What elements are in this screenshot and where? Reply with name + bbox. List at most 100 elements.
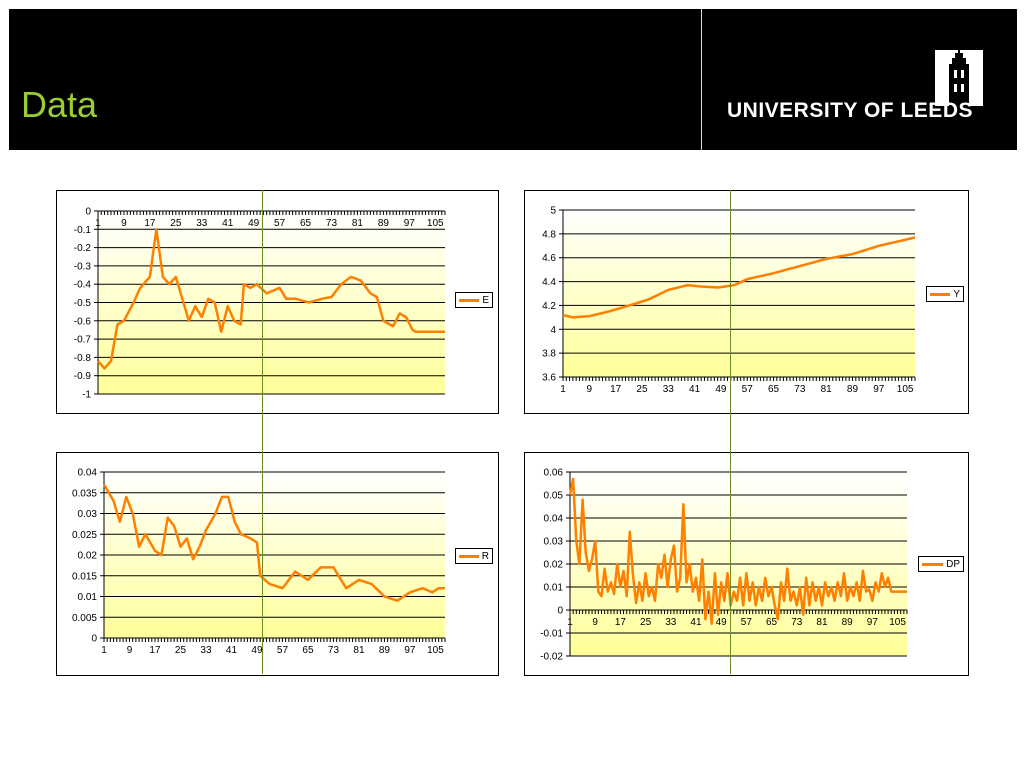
series-line-Y <box>562 236 916 319</box>
legend-swatch <box>922 562 944 566</box>
x-tick-label: 17 <box>144 218 156 229</box>
legend-swatch <box>459 554 479 558</box>
y-tick-label: 4.8 <box>542 229 556 240</box>
x-tick-label: 97 <box>873 384 885 395</box>
university-logo-text: UNIVERSITY OF LEEDS <box>727 99 973 122</box>
chart-R-svg: 0.04 0.035 0.03 0.025 0.02 0.015 0.01 0.005 01 9 1… <box>72 468 446 656</box>
legend-R: R <box>455 548 493 564</box>
x-tick-label: 41 <box>226 645 238 656</box>
x-tick-label: 25 <box>170 218 182 229</box>
y-tick-label: -0.7 <box>74 335 92 346</box>
y-tick-label: 0.025 <box>72 530 97 541</box>
x-tick-label: 89 <box>379 645 391 656</box>
x-tick-label: 33 <box>665 617 677 628</box>
y-tick-label: 0.01 <box>544 583 564 594</box>
x-tick-label: 57 <box>742 384 754 395</box>
chart-E: 0 -0.1 -0.2 -0.3 -0.4 -0.5 -0.6 -0.7 -0.8 -0.9 -1 1… <box>56 190 499 414</box>
x-tick-label: 105 <box>889 617 906 628</box>
chart-R: 0.04 0.035 0.03 0.025 0.02 0.015 0.01 0.005 0 1 9 1… <box>56 452 499 676</box>
x-tick-label: 41 <box>222 218 234 229</box>
y-tick-label: 3.6 <box>542 373 556 384</box>
y-tick-label: 0.02 <box>78 551 98 562</box>
x-tick-label: 105 <box>427 218 444 229</box>
x-tick-label: 9 <box>127 645 133 656</box>
x-tick-label: 25 <box>636 384 648 395</box>
y-tick-label: -0.5 <box>74 298 92 309</box>
chart-Y: 5 4.8 4.6 4.4 4.2 4 3.8 3.6 1 9 17 25 33 41 49 57 65 73 81… <box>524 190 969 414</box>
y-tick-label: 4.6 <box>542 253 556 264</box>
legend-label: R <box>481 550 489 562</box>
y-tick-label: 3.8 <box>542 349 556 360</box>
x-tick-label: 41 <box>690 617 702 628</box>
x-tick-label: 9 <box>592 617 598 628</box>
university-tower-logo-icon <box>935 50 983 106</box>
x-tick-label: 81 <box>821 384 833 395</box>
x-tick-label: 25 <box>175 645 187 656</box>
x-tick-label: 65 <box>302 645 314 656</box>
x-tick-label: 81 <box>352 218 364 229</box>
slide-header: Data UNIVERSITY OF LEEDS <box>9 9 1017 150</box>
x-tick-label: 25 <box>640 617 652 628</box>
x-tick-label: 17 <box>149 645 161 656</box>
x-tick-label: 65 <box>768 384 780 395</box>
series-line-DP <box>568 477 907 626</box>
y-tick-label: -0.3 <box>74 261 92 272</box>
x-tick-label: 17 <box>615 617 627 628</box>
x-tick-label: 81 <box>353 645 365 656</box>
legend-Y: Y <box>926 286 964 302</box>
x-tick-label: 105 <box>897 384 914 395</box>
x-tick-label: 105 <box>427 645 444 656</box>
x-tick-label: 1 <box>560 384 566 395</box>
reference-line-right <box>730 190 731 674</box>
chart-Y-svg: 5 4.8 4.6 4.4 4.2 4 3.8 3.6 1 9 17 25 33 41 49 57 65 73 81… <box>542 206 916 395</box>
y-tick-label: 0.03 <box>78 509 98 520</box>
y-tick-label: 0.02 <box>544 560 564 571</box>
x-tick-label: 89 <box>847 384 859 395</box>
y-tick-label: 0.01 <box>78 592 98 603</box>
chart-DP: 0.06 0.05 0.04 0.03 0.02 0.01 0 -0.01 -0.02 1 9 17 2… <box>524 452 969 676</box>
x-tick-label: 97 <box>404 645 416 656</box>
y-tick-label: 0.06 <box>544 468 564 479</box>
x-tick-label: 65 <box>300 218 312 229</box>
y-tick-label: 4.2 <box>542 301 556 312</box>
x-tick-label: 49 <box>248 218 260 229</box>
x-tick-label: 17 <box>610 384 622 395</box>
legend-swatch <box>930 292 951 296</box>
x-tick-label: 97 <box>867 617 879 628</box>
y-tick-label: 5 <box>550 206 556 217</box>
y-tick-label: -0.01 <box>540 629 563 640</box>
legend-swatch <box>459 298 480 302</box>
y-tick-label: -0.8 <box>74 353 92 364</box>
legend-label: DP <box>946 558 960 570</box>
y-tick-label: 0.05 <box>544 491 564 502</box>
x-tick-label: 49 <box>716 617 728 628</box>
legend-DP: DP <box>918 556 964 572</box>
y-tick-label: 0.04 <box>78 468 98 479</box>
x-tick-label: 9 <box>587 384 593 395</box>
x-tick-label: 81 <box>816 617 828 628</box>
plot-area <box>563 210 915 377</box>
legend-label: Y <box>953 288 960 300</box>
slide-title: Data <box>21 84 98 125</box>
y-tick-label: 0 <box>91 634 97 645</box>
x-tick-label: 33 <box>196 218 208 229</box>
series-line-E <box>97 228 445 370</box>
y-tick-label: 0.015 <box>72 571 97 582</box>
x-tick-label: 33 <box>200 645 212 656</box>
legend-E: E <box>455 292 493 308</box>
x-tick-label: 1 <box>95 218 101 229</box>
x-tick-label: 1 <box>567 617 573 628</box>
reference-line-left <box>262 190 263 674</box>
chart-DP-svg: 0.06 0.05 0.04 0.03 0.02 0.01 0 -0.01 -0.02 1 9 17 2… <box>540 468 908 663</box>
x-tick-label: 89 <box>378 218 390 229</box>
x-tick-label: 65 <box>766 617 778 628</box>
y-tick-label: 0.005 <box>72 613 97 624</box>
x-tick-label: 89 <box>842 617 854 628</box>
legend-label: E <box>482 294 489 306</box>
y-tick-label: 0.03 <box>544 537 564 548</box>
x-tick-label: 73 <box>326 218 338 229</box>
x-tick-label: 97 <box>404 218 416 229</box>
x-tick-label: 1 <box>101 645 107 656</box>
x-tick-label: 9 <box>121 218 127 229</box>
y-tick-label: 0.04 <box>544 514 564 525</box>
